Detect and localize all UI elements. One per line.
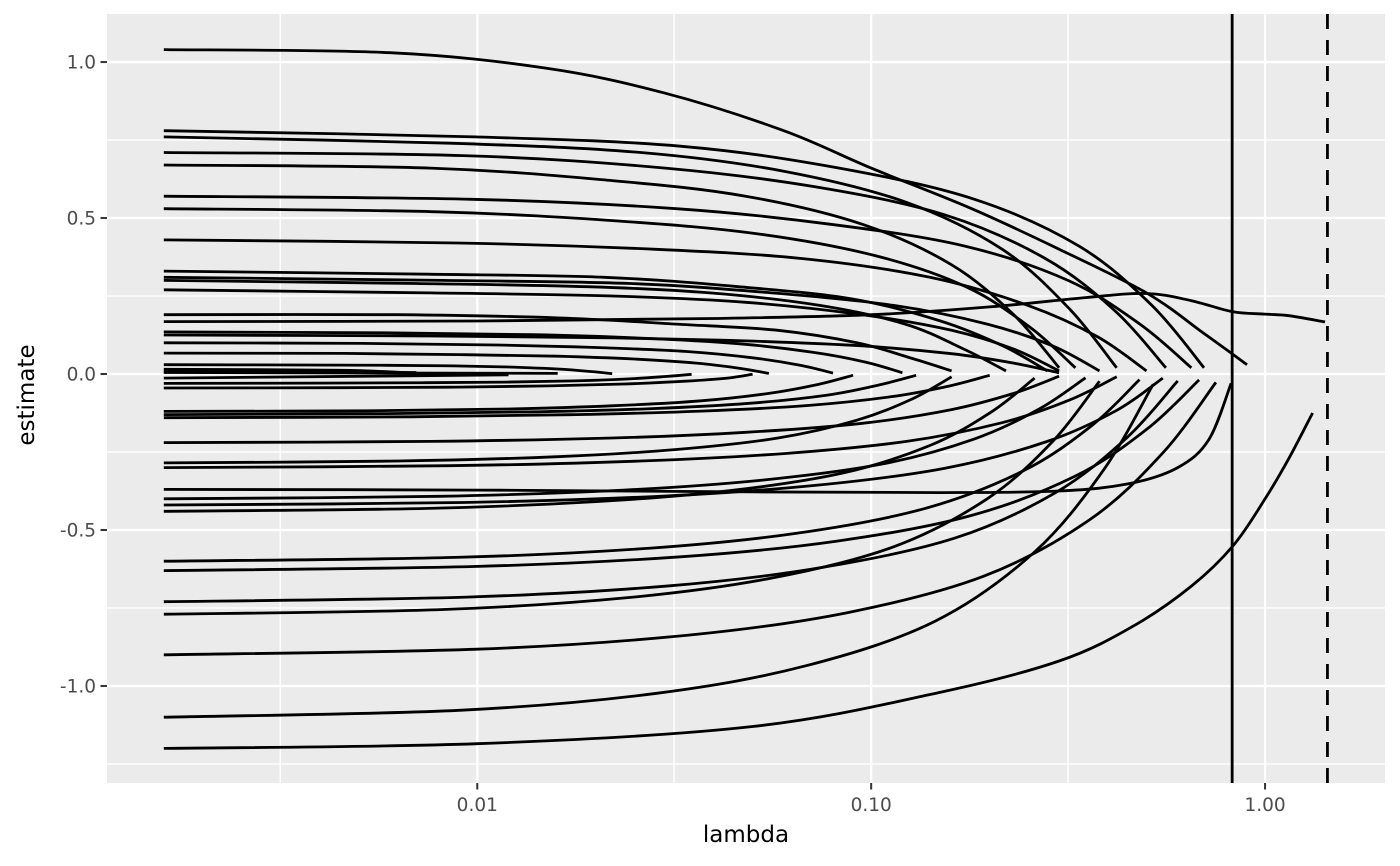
y-tick-label: -1.0 (60, 676, 96, 697)
coefficient-path-coef-14 (163, 292, 1326, 324)
coefficient-path-coef-27 (163, 373, 917, 416)
coefficient-path-coef-31 (163, 375, 1118, 469)
coefficient-path-coef-22 (163, 370, 417, 374)
coefficient-path-coef-16 (163, 333, 1060, 375)
coefficient-path-coef-39 (163, 380, 1101, 616)
y-tick-label: 0.0 (67, 365, 96, 386)
x-axis-title: lambda (702, 822, 790, 848)
coefficient-path-coef-32 (163, 382, 1233, 495)
y-tick-label: -0.5 (60, 520, 96, 541)
x-tick-label: 1.00 (1244, 795, 1285, 816)
coefficient-path-coef-04 (163, 151, 1167, 369)
y-tick-label: 0.5 (67, 209, 96, 230)
coefficient-path-coef-35 (163, 376, 1036, 513)
coefficient-path-coef-12 (163, 288, 1060, 373)
coefficient-path-coef-09 (163, 269, 1048, 373)
coefficient-path-coef-41 (163, 383, 1155, 719)
coefficient-path-coef-30 (163, 375, 953, 465)
coefficient-path-coef-28 (163, 373, 991, 420)
coefficient-path-coef-29 (163, 374, 1060, 444)
coefficient-path-coef-36 (163, 378, 1141, 563)
coefficient-path-coef-24 (163, 372, 692, 385)
coefficient-path-coef-42 (163, 412, 1314, 750)
coefficient-path-coef-13 (163, 313, 953, 373)
y-tick-label: 1.0 (67, 53, 96, 74)
coefficient-path-coef-11 (163, 279, 1007, 373)
panel-background (107, 14, 1385, 783)
coefficient-path-coef-25 (163, 372, 753, 390)
coefficient-path-coef-02 (163, 129, 1206, 369)
coefficient-path-coef-33 (163, 376, 1087, 501)
coefficient-path-coef-10 (163, 275, 1101, 373)
coefficient-path-coef-18 (163, 351, 770, 375)
coefficient-path-coef-26 (163, 373, 854, 413)
coefficient-path-coef-19 (163, 363, 613, 376)
coefficient-path-coef-06 (163, 194, 1193, 369)
coefficient-path-coef-03 (163, 135, 1118, 369)
coefficient-path-coef-34 (163, 376, 1164, 507)
coefficient-path-coef-08 (163, 238, 1148, 373)
coefficient-path-coef-23 (163, 373, 509, 380)
coefficient-path-coef-40 (163, 381, 1218, 657)
coefficient-path-coef-17 (163, 341, 834, 375)
x-tick-label: 0.01 (457, 795, 498, 816)
y-axis-title: estimate (14, 344, 40, 446)
x-tick-label: 0.10 (851, 795, 892, 816)
